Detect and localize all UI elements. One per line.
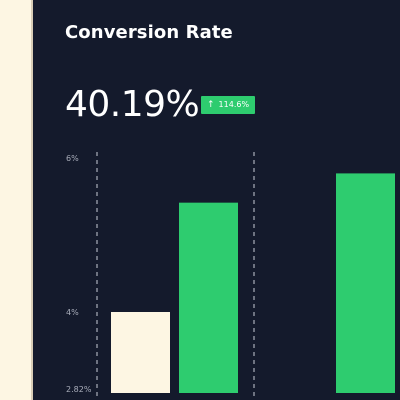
bar-chart: 6% 4% 2.82% [66, 152, 395, 400]
y-tick-label: 6% [66, 154, 79, 163]
conversion-rate-value: 40.19% [65, 84, 200, 125]
conversion-rate-card: Conversion Rate 40.19% ↑ 114.6% 6% 4% 2.82… [31, 0, 400, 400]
bar [179, 202, 238, 393]
background-strip [0, 0, 31, 400]
bar [336, 173, 395, 393]
arrow-up-icon: ↑ [207, 100, 215, 110]
change-badge: ↑ 114.6% [201, 96, 256, 114]
y-tick-label: 4% [66, 308, 79, 317]
card-title: Conversion Rate [65, 22, 233, 43]
change-badge-text: 114.6% [218, 100, 250, 109]
bar [111, 312, 170, 393]
y-tick-label: 2.82% [66, 385, 92, 394]
